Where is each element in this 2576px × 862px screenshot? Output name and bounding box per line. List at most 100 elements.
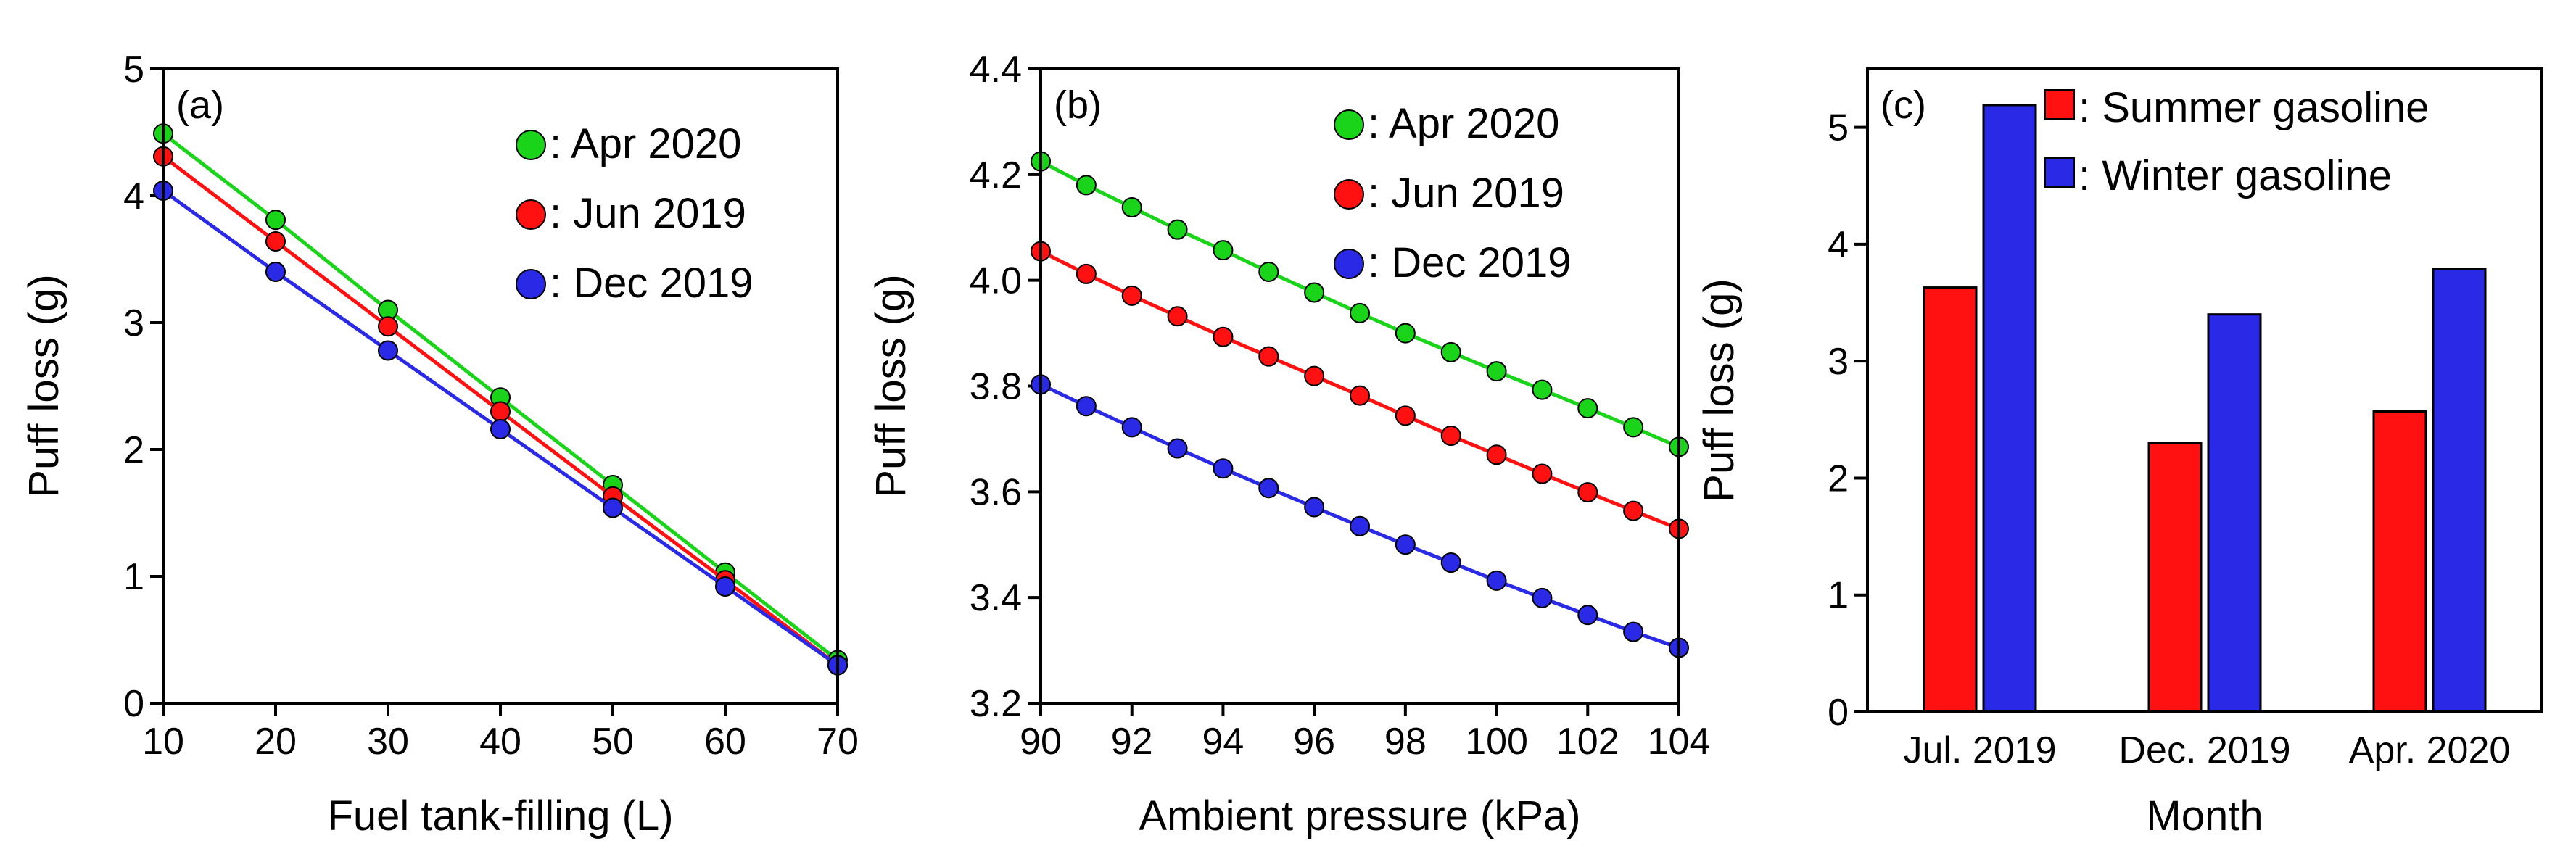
y-tick-label: 1 [123,556,144,598]
data-point [1623,621,1644,642]
data-point [1213,326,1234,347]
legend-label: : Apr 2020 [1368,100,1559,147]
data-point [490,419,511,439]
y-tick-label: 2 [1828,457,1849,500]
legend-label: : Jun 2019 [1368,170,1564,217]
data-point [1076,263,1097,284]
x-axis-label: Ambient pressure (kPa) [1139,792,1580,840]
x-axis-label: Month [2146,792,2263,840]
data-point [1258,478,1279,499]
data-point [1304,365,1325,386]
x-tick-label: 104 [1648,721,1711,763]
data-point [1121,417,1142,438]
x-tick-label: 30 [367,721,409,763]
data-point [1167,219,1188,240]
data-point [1350,515,1370,536]
data-point [378,316,398,337]
y-tick-label: 4.0 [970,260,1022,302]
legend-label: : Dec 2019 [550,260,754,307]
data-point [1395,323,1416,344]
legend-label: : Dec 2019 [1368,239,1572,286]
data-point [1486,570,1507,591]
y-tick-label: 4 [123,175,144,217]
data-point [1258,346,1279,367]
x-tick-label: 60 [704,721,746,763]
bar [2207,313,2262,713]
data-point [1350,302,1370,323]
plot-frame [1039,67,1680,705]
legend-label: : Jun 2019 [550,190,746,237]
y-tick-label: 5 [1828,107,1849,149]
y-axis-label: Puff loss (g) [1696,278,1743,502]
data-point [265,210,286,231]
legend-label: : Winter gasoline [2078,152,2392,199]
x-tick-label: 98 [1384,721,1427,763]
data-point [1577,482,1598,503]
x-tick-label: Dec. 2019 [2118,729,2290,771]
x-tick-label: 20 [255,721,297,763]
data-point [1532,587,1553,608]
panel-c-bar-chart: 0 1 2 3 4 5 Jul. 2019 Dec. 2019 Apr. 2020: Summe… [1696,67,2543,840]
data-point [1486,444,1507,465]
data-point [1076,396,1097,417]
bar [2432,268,2487,713]
data-point [1440,552,1461,573]
data-point [490,401,511,422]
data-point [265,262,286,282]
y-tick-label: 4 [1828,224,1849,266]
panel-b-line-chart: 90 92 94 96 98 100 102 104 3.2 3.4 3.6 3.8 4.0 4.2 4.4… [867,49,1710,840]
legend-marker [516,269,546,299]
data-point [1577,605,1598,626]
x-tick-label: 94 [1202,721,1244,763]
data-point [1440,341,1461,362]
bar [1982,104,2037,713]
legend-marker [1334,179,1364,210]
y-tick-label: 3.4 [970,577,1022,619]
legend-marker [2044,89,2075,120]
legend-marker [2044,157,2075,188]
panel-label: (b) [1054,83,1102,127]
y-tick-label: 3.2 [970,683,1022,725]
plot-frame [162,67,839,705]
legend-marker [1334,249,1364,279]
y-tick-label: 2 [123,429,144,471]
data-point [1395,405,1416,426]
panel-label: (c) [1881,83,1926,127]
x-axis-label: Fuel tank-filling (L) [327,792,673,840]
data-point [1440,426,1461,447]
data-point [603,497,623,518]
x-tick-label: 70 [817,721,859,763]
legend-marker [516,199,546,230]
legend-marker [1334,109,1364,140]
y-tick-label: 5 [123,49,144,91]
panel-a-line-chart: 10 20 30 40 50 60 70 0 1 2 3 4 5: Apr 2020: Jun 2019… [20,49,859,840]
y-tick-label: 0 [123,683,144,725]
y-tick-label: 3.8 [970,366,1022,408]
x-tick-label: 96 [1293,721,1335,763]
y-tick-label: 4.2 [970,154,1022,196]
panel-label: (a) [176,83,224,127]
data-point [1213,240,1234,261]
y-tick-label: 3 [1828,341,1849,383]
data-point [1121,285,1142,306]
data-point [1623,417,1644,438]
data-point [715,576,735,597]
y-tick-label: 3.6 [970,471,1022,513]
x-tick-label: 102 [1556,721,1619,763]
y-tick-label: 3 [123,302,144,344]
x-tick-label: 90 [1020,721,1062,763]
x-tick-label: 100 [1465,721,1528,763]
data-point [1304,497,1325,518]
x-tick-label: Apr. 2020 [2349,729,2511,771]
data-point [378,340,398,361]
y-axis-label: Puff loss (g) [867,274,915,497]
data-point [1258,262,1279,282]
x-tick-label: 50 [592,721,634,763]
x-tick-label: 40 [479,721,521,763]
y-tick-label: 0 [1828,692,1849,734]
x-tick-label: 92 [1111,721,1153,763]
data-point [1213,458,1234,479]
data-point [1486,361,1507,382]
data-point [1350,385,1370,406]
